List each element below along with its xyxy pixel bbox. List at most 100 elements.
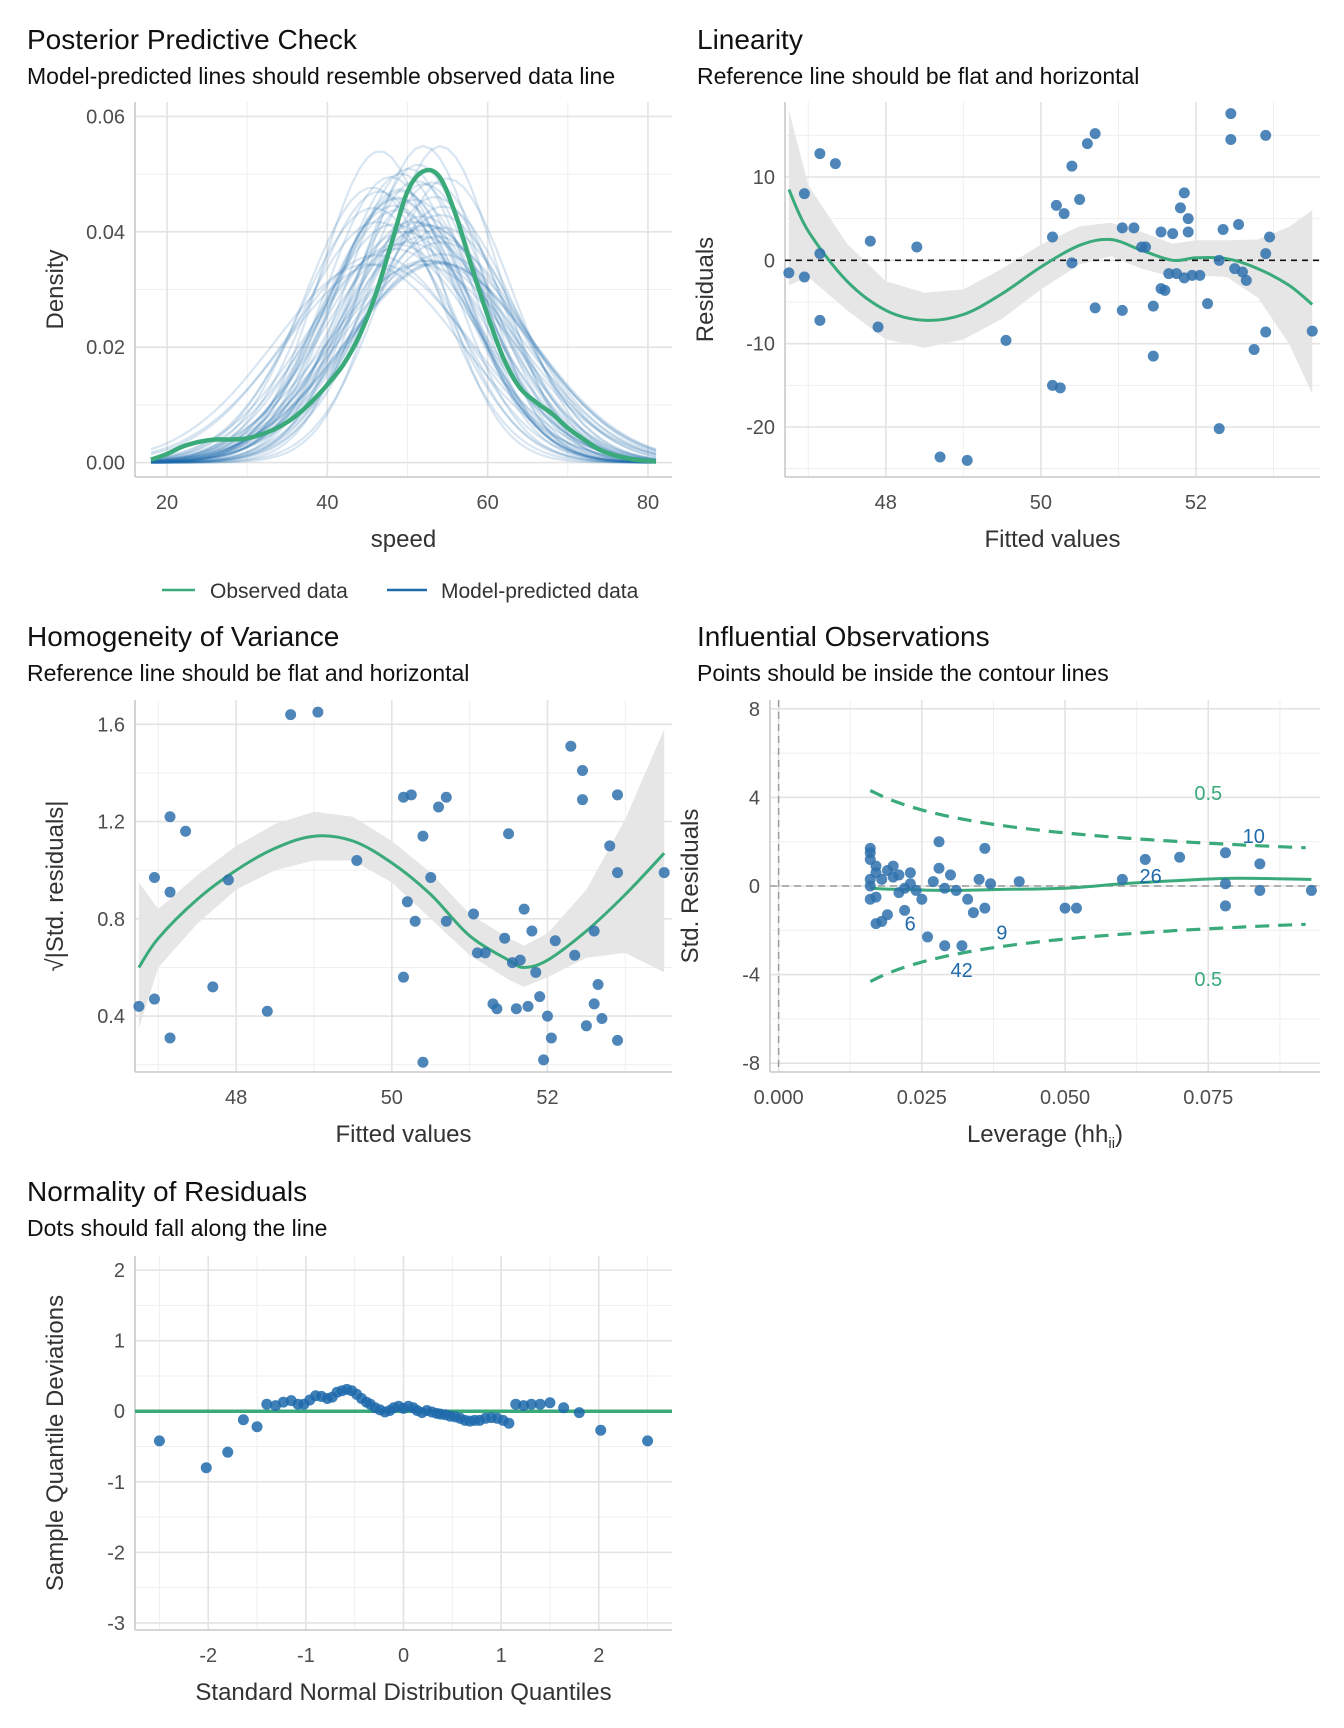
qq-y-tick-label: 2 [114,1260,125,1282]
qq-point [642,1435,654,1447]
ppc-x-tick-label: 40 [316,492,338,514]
inf-subtitle: Points should be inside the contour line… [697,660,1109,686]
qq-point [237,1414,249,1426]
hom-y-tick-label: 0.4 [97,1006,125,1028]
inf-point [899,904,911,916]
ppc-predicted-line [151,172,657,464]
legend-predicted-label: Model-predicted data [441,580,639,603]
lin-point [1155,226,1167,238]
hom-plot-area: 48 50 52 0.4 0.8 1.2 1.6 Fitted values √|Std. re… [42,700,672,1148]
ppc-predicted-line [150,223,657,463]
qq-x-tick-label: 0 [398,1645,409,1667]
lin-point [1167,228,1179,240]
hom-point [471,947,483,959]
lin-y-tick-label: -10 [746,334,775,356]
lin-y-tick-label: 0 [764,250,775,272]
hom-point [479,947,491,959]
inf-point [933,836,945,848]
lin-y-axis-title: Residuals [692,237,719,342]
hom-point [534,991,546,1003]
hom-point [405,789,417,801]
ppc-predicted-line [150,260,657,463]
inf-point [910,884,922,896]
lin-point [1147,300,1159,312]
ppc-x-tick-label: 60 [477,492,499,514]
inf-y-tick-label: 8 [749,699,760,721]
hom-point [180,825,192,837]
inf-x-tick-label: 0.050 [1040,1087,1090,1109]
qq-y-axis-title: Sample Quantile Deviations [42,1295,69,1591]
hom-smooth-line [137,834,666,970]
inf-y-tick-label: 4 [749,787,760,809]
hom-point [425,871,437,883]
lin-point [1240,274,1252,286]
ppc-predicted-line [150,189,657,464]
lin-point [1081,138,1093,150]
inf-point [939,882,951,894]
lin-point [1147,350,1159,362]
lin-point [1248,344,1260,355]
hom-point [207,981,219,993]
lin-point [1089,128,1101,140]
ppc-predicted-line [150,235,657,463]
hom-y-tick-label: 1.2 [97,812,125,834]
hom-point [417,830,429,842]
inf-point [1219,878,1231,890]
lin-point [1182,226,1194,238]
qq-point [503,1417,515,1429]
inf-point [1219,847,1231,859]
inf-point [1305,884,1317,896]
lin-point [1116,304,1128,316]
ppc-predicted-line [150,223,657,464]
lin-point [1058,208,1070,220]
hom-y-axis-title: √|Std. residuals| [42,800,69,971]
inf-point [1219,900,1231,912]
qq-point [544,1397,556,1409]
inf-point [1254,858,1266,870]
inf-point [933,862,945,874]
qq-y-tick-label: -3 [107,1613,125,1635]
lin-x-tick-label: 50 [1030,492,1052,514]
hom-point [592,978,604,990]
ppc-predicted-line [151,177,657,464]
hom-point [351,854,363,866]
ppc-predicted-line [150,252,657,463]
hom-point [612,789,624,801]
ppc-predicted-line [150,186,656,464]
inf-point [985,878,997,890]
lin-point [1213,254,1225,266]
lin-point [1163,268,1175,280]
hom-point [522,1000,534,1012]
lin-point [1000,334,1012,346]
qq-point [261,1398,273,1410]
lin-point [1306,325,1318,337]
hom-point [468,908,480,920]
ppc-predicted-line [150,209,657,464]
inf-point [893,869,905,881]
ppc-predicted-line [150,254,657,463]
inf-point-label: 26 [1140,866,1162,888]
hom-point [222,874,234,886]
inf-y-axis-title: Std. Residuals [677,809,704,964]
inf-point [864,880,876,892]
ppc-predicted-line [150,220,657,464]
hom-point [510,1003,522,1015]
hom-point [612,867,624,879]
qq-point [200,1462,212,1474]
qq-point [573,1407,585,1419]
inf-point [922,931,934,943]
ppc-predicted-line [150,263,657,461]
hom-subtitle: Reference line should be flat and horizo… [27,660,470,686]
hom-title: Homogeneity of Variance [27,621,340,652]
lin-x-tick-label: 48 [875,492,897,514]
hom-point [514,954,526,966]
inf-point [916,893,928,905]
inf-point [887,860,899,872]
hom-point [604,840,616,852]
inf-x-axis-title: Leverage (hhii) [967,1121,1123,1152]
hom-point [503,828,515,840]
hom-point [398,971,409,983]
qq-y-tick-label: -2 [107,1542,125,1564]
inf-point [927,876,939,888]
hom-point [417,1056,429,1068]
